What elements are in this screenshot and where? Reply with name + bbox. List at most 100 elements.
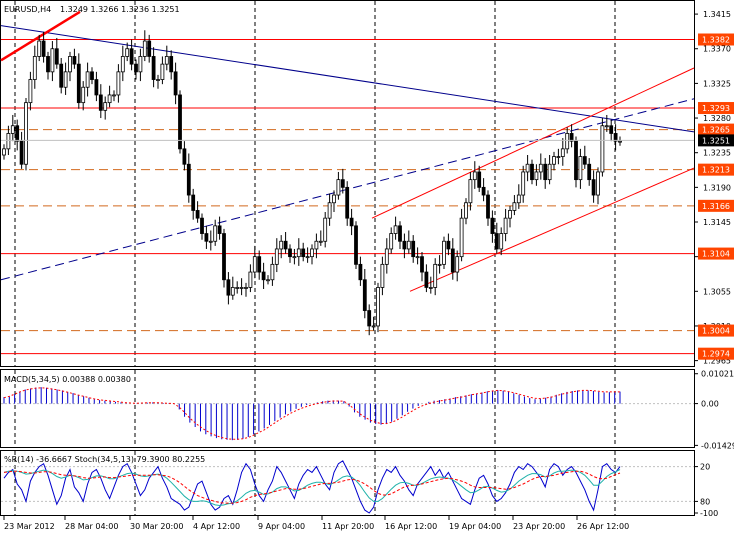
candle-body (596, 171, 600, 196)
osc-panel-frame (0, 450, 695, 516)
red-trendline-thick (0, 10, 81, 62)
x-tick-label: 11 Apr 20:00 (322, 522, 374, 531)
candle-body (464, 202, 468, 219)
candle-body (420, 256, 424, 273)
candle-body (591, 179, 596, 196)
candle-body (380, 263, 385, 288)
candle-body (222, 233, 226, 281)
candle-body (314, 240, 319, 250)
price-tag-bg (698, 347, 734, 360)
candle-body (85, 71, 90, 88)
y-tick-label: 1.3325 (703, 79, 731, 88)
candle-body (600, 125, 605, 173)
candle-body (147, 40, 152, 57)
current-price-tag-label: 1.3251 (702, 136, 730, 145)
candle-body (424, 271, 429, 288)
price-tag-bg (698, 33, 734, 46)
y-tick-label: 1.3415 (703, 10, 731, 19)
candle-body (468, 179, 473, 204)
macd-histogram (1, 387, 694, 441)
candles (2, 30, 622, 336)
candle-body (516, 194, 521, 204)
candle-body (472, 171, 477, 181)
candle-body (257, 256, 262, 273)
candle-body (525, 163, 530, 173)
price-tag-label: 1.3166 (702, 202, 730, 211)
candle-body (503, 217, 508, 234)
candle-body (442, 240, 446, 265)
candle-body (618, 140, 622, 143)
candle-body (160, 63, 165, 80)
candle-body (494, 233, 499, 250)
candle-body (138, 56, 143, 73)
candle-body (151, 56, 156, 80)
candle-body (450, 248, 455, 273)
candle-body (354, 225, 358, 265)
candle-body (204, 233, 209, 242)
current-price-tag-bg (698, 134, 734, 147)
macd-panel-frame (0, 369, 695, 448)
candle-body (266, 279, 270, 282)
price-tag-bg (698, 199, 734, 212)
candle-body (182, 148, 187, 165)
candle-body (279, 240, 284, 250)
price-tag-label: 1.3004 (702, 327, 730, 336)
candle-body (24, 102, 28, 165)
candle-body (446, 240, 451, 250)
macd-tick-label: 0.01021 (701, 370, 734, 379)
candle-body (499, 233, 504, 250)
candle-body (362, 279, 367, 311)
candle-body (94, 79, 99, 96)
x-tick-label: 23 Apr 20:00 (513, 522, 565, 531)
candle-body (376, 287, 380, 327)
candle-body (398, 225, 402, 242)
candle-body (50, 48, 55, 73)
candle-body (76, 63, 81, 104)
candle-body (349, 217, 354, 227)
candle-body (543, 163, 548, 181)
candle-body (301, 248, 306, 258)
candle-body (134, 63, 138, 73)
candle-body (191, 194, 196, 211)
candle-body (433, 263, 438, 288)
x-tick-label: 26 Apr 12:00 (577, 522, 629, 531)
candle-body (340, 179, 345, 188)
price-tag-label: 1.3293 (702, 104, 730, 113)
candle-body (327, 202, 332, 219)
candle-body (477, 171, 482, 188)
candle-body (367, 310, 372, 327)
candle-body (226, 279, 231, 296)
candle-body (178, 94, 182, 150)
candle-body (112, 94, 116, 97)
osc-series-line (3, 460, 621, 514)
macd-y-axis: 0.01021 0.00 -0.01429 (694, 370, 734, 450)
price-tag-label: 1.3213 (702, 166, 730, 175)
price-tag-bg (698, 324, 734, 337)
candle-body (582, 156, 587, 165)
price-tag-bg (698, 123, 734, 136)
macd-tick-label: -0.01429 (701, 441, 734, 450)
candle-body (195, 210, 200, 219)
candle-body (261, 271, 266, 281)
candle-body (332, 194, 336, 204)
candle-body (547, 163, 552, 181)
candle-body (508, 210, 512, 219)
x-tick-label: 19 Apr 04:00 (449, 522, 501, 531)
candle-body (481, 186, 486, 196)
candle-body (428, 287, 433, 289)
y-tick-label: 1.3370 (703, 45, 731, 54)
channel-upper (371, 67, 695, 219)
x-tick-label: 4 Apr 12:00 (193, 522, 240, 531)
candle-body (230, 287, 235, 296)
candle-body (274, 248, 279, 265)
candle-body (490, 217, 495, 234)
candle-body (120, 56, 125, 73)
candle-body (459, 217, 464, 258)
candle-body (556, 156, 561, 158)
y-tick-label: 1.3055 (703, 287, 731, 296)
candle-body (37, 40, 42, 57)
candle-body (578, 156, 583, 181)
y-tick-label: 1.3145 (703, 218, 731, 227)
